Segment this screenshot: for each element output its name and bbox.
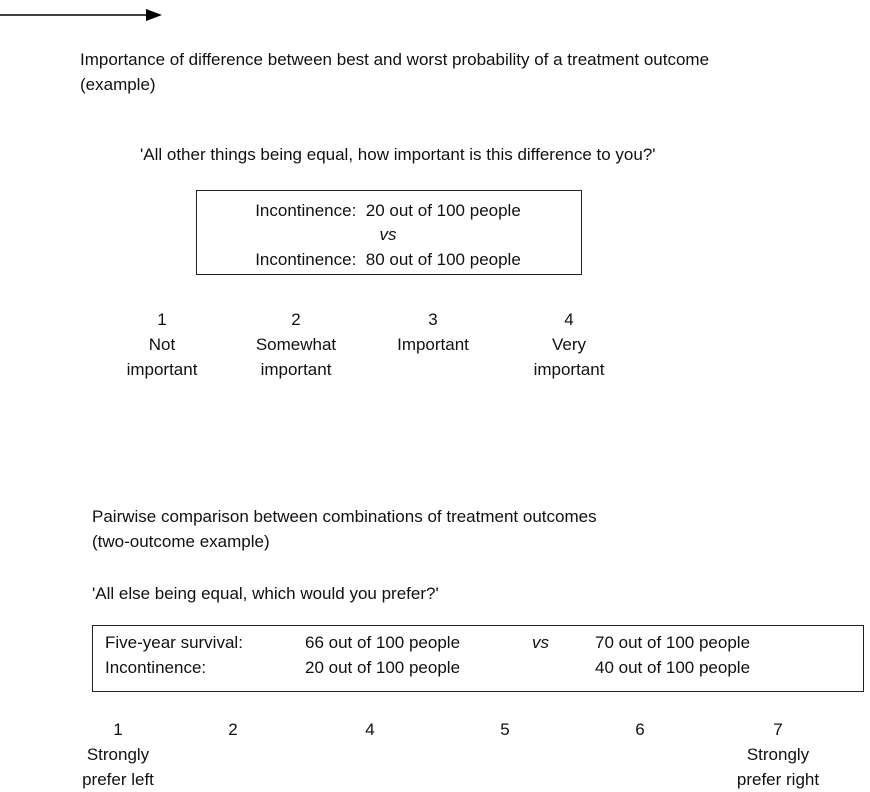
scale-label: important — [260, 360, 332, 379]
scale-number: 3 — [428, 310, 438, 329]
scale-label: Important — [397, 335, 469, 354]
title-line: Pairwise comparison between combinations… — [92, 507, 597, 526]
attribute: Five-year survival: — [105, 633, 243, 652]
question: 'All other things being equal, how impor… — [140, 145, 656, 164]
comparison-box — [196, 190, 582, 275]
scale-label: Very — [551, 335, 587, 354]
scale-label: Not — [148, 335, 176, 354]
attribute: Incontinence: — [105, 658, 207, 677]
box-vs: vs — [379, 225, 397, 244]
title-line: (two-outcome example) — [92, 532, 270, 551]
scale-label: prefer left — [82, 770, 154, 789]
scale-number: 2 — [228, 720, 238, 739]
arrow — [0, 9, 162, 21]
scale-number: 6 — [635, 720, 645, 739]
right-value: 70 out of 100 people — [595, 633, 751, 652]
scale-label: Strongly — [86, 745, 150, 764]
left-value: 66 out of 100 people — [305, 633, 461, 652]
title-line: Importance of difference between best an… — [80, 50, 710, 69]
comparison-box — [92, 625, 864, 692]
scale-label: prefer right — [736, 770, 820, 789]
scale-label: important — [126, 360, 198, 379]
scale-label: important — [533, 360, 605, 379]
box-vs: vs — [532, 633, 549, 652]
question: 'All else being equal, which would you p… — [92, 584, 439, 603]
scale-number: 7 — [773, 720, 783, 739]
scale-number: 5 — [500, 720, 510, 739]
box-line: Incontinence: 20 out of 100 people — [255, 201, 521, 220]
scale-number: 4 — [564, 310, 574, 329]
scale-number: 4 — [365, 720, 375, 739]
right-value: 40 out of 100 people — [595, 658, 751, 677]
scale-number: 1 — [113, 720, 123, 739]
scale-label: Somewhat — [255, 335, 337, 354]
scale-label: Strongly — [746, 745, 810, 764]
box-line: Incontinence: 80 out of 100 people — [255, 250, 521, 269]
scale-number: 2 — [291, 310, 301, 329]
title-line: (example) — [80, 75, 156, 94]
left-value: 20 out of 100 people — [305, 658, 461, 677]
scale-number: 1 — [157, 310, 167, 329]
